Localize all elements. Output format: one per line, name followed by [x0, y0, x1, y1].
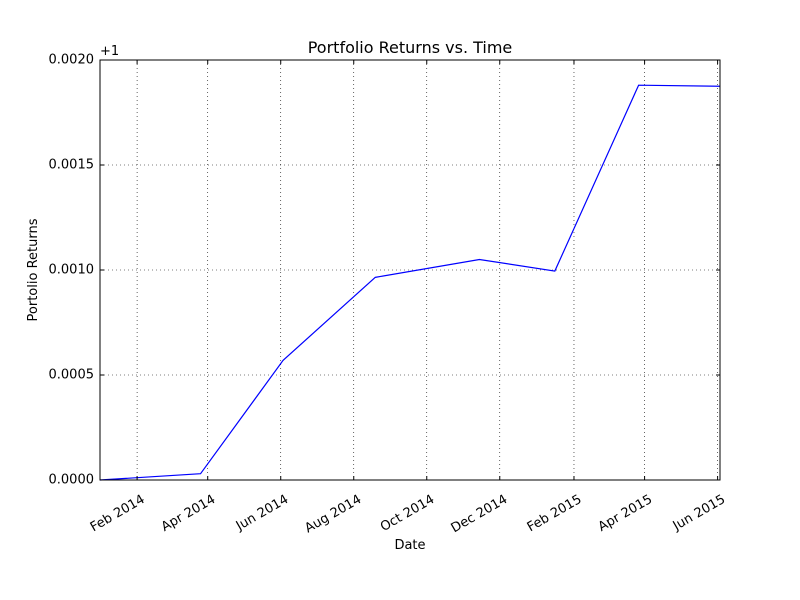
series-layer — [99, 84, 721, 481]
x-axis-label: Date — [394, 538, 425, 553]
y-tick-label: 0.0000 — [49, 473, 95, 488]
series-line — [99, 84, 721, 481]
y-tick-label: 0.0020 — [49, 53, 95, 68]
y-tick-label: 0.0015 — [49, 158, 95, 173]
y-axis-label: Portolio Returns — [26, 218, 41, 321]
y-offset-label: +1 — [100, 44, 119, 59]
y-tick-label: 0.0010 — [49, 263, 95, 278]
y-tick-label: 0.0005 — [49, 368, 95, 383]
chart-title: Portfolio Returns vs. Time — [308, 38, 513, 57]
